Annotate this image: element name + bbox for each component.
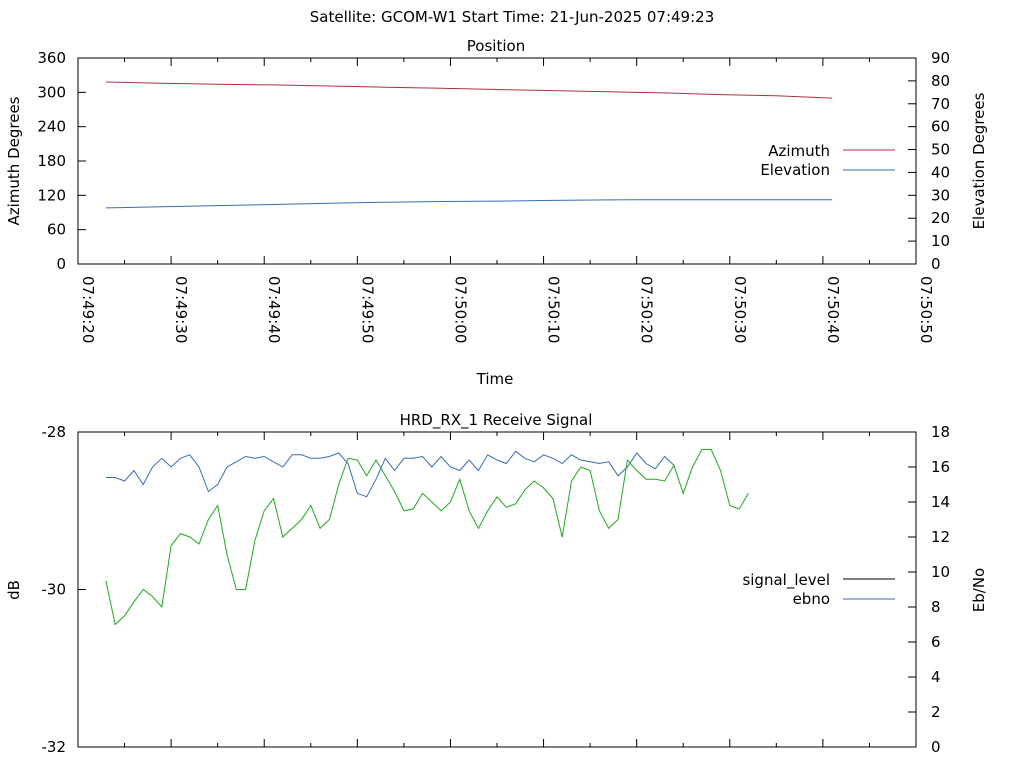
legend-label-ebno: ebno [793,590,830,608]
position-ytick-label: 60 [47,221,66,239]
position-series-line-azimuth [105,81,833,99]
position-chart: Position 07:49:20 07:49:30 07:49:40 07:49:5… [5,37,988,388]
position-y2tick-label: 40 [931,163,950,181]
position-y2tick-label: 90 [931,49,950,67]
chart-title: Satellite: GCOM-W1 Start Time: 21-Jun-20… [310,8,715,26]
signal-title: HRD_RX_1 Receive Signal [400,411,593,430]
signal-series [105,449,749,626]
position-xtick-label: 07:50:10 [545,276,563,343]
position-y2tick-label: 50 [931,141,950,159]
signal-legend: signal_level ebno [742,571,895,608]
signal-y2tick-label: 4 [931,668,941,686]
signal-series-line-ebno [105,450,675,498]
signal-y2tick-label: 10 [931,563,950,581]
signal-ytick-label: -28 [42,423,67,441]
legend-label-elevation: Elevation [760,161,830,179]
position-y2tick-label: 30 [931,186,950,204]
position-xtick-label: 07:49:30 [172,276,190,343]
signal-ticks: -32 -30 -28 0 2 4 6 8 10 12 14 16 18 [42,423,951,756]
signal-chart: HRD_RX_1 Receive Signal -32 -30 -28 0 2 4 6 8 10… [5,411,988,756]
position-y2tick-label: 70 [931,95,950,113]
position-xtick-label: 07:49:50 [358,276,376,343]
signal-y2tick-label: 8 [931,598,941,616]
position-ytick-label: 180 [37,152,66,170]
legend-label-azimuth: Azimuth [768,142,830,160]
position-xtick-label: 07:50:50 [917,276,935,343]
position-series-line-elevation [105,199,833,209]
position-y2tick-label: 10 [931,232,950,250]
position-xtick-label: 07:50:00 [451,276,469,343]
position-xtick-label: 07:50:30 [731,276,749,343]
position-y2label: Elevation Degrees [970,92,988,229]
signal-y2tick-label: 0 [931,738,941,756]
position-ytick-label: 240 [37,118,66,136]
position-xtick-label: 07:50:20 [638,276,656,343]
signal-ytick-label: -30 [42,581,67,599]
signal-y2tick-label: 16 [931,458,950,476]
position-y2tick-label: 80 [931,72,950,90]
position-y2tick-label: 60 [931,118,950,136]
signal-y2tick-label: 12 [931,528,950,546]
signal-series-line-series-2 [105,449,749,626]
signal-ytick-label: -32 [42,738,67,756]
signal-y2tick-label: 14 [931,493,950,511]
position-ytick-label: 360 [37,49,66,67]
position-ytick-label: 0 [56,255,66,273]
position-legend: Azimuth Elevation [760,142,895,179]
position-ticks: 07:49:20 07:49:30 07:49:40 07:49:50 07:50:00… [37,49,950,343]
position-xlabel: Time [476,370,514,388]
position-series [105,81,833,209]
position-ytick-label: 300 [37,83,66,101]
position-xtick-label: 07:50:40 [824,276,842,343]
signal-y2label: Eb/No [970,568,988,612]
position-y2tick-label: 0 [931,255,941,273]
position-ytick-label: 120 [37,186,66,204]
signal-y2tick-label: 2 [931,703,941,721]
signal-y2tick-label: 18 [931,423,950,441]
position-xtick-label: 07:49:40 [265,276,283,343]
signal-ylabel: dB [5,580,23,600]
position-y2tick-label: 20 [931,209,950,227]
signal-y2tick-label: 6 [931,633,941,651]
position-ylabel: Azimuth Degrees [5,96,23,225]
position-xtick-label: 07:49:20 [79,276,97,343]
legend-label-signal-level: signal_level [742,571,830,590]
position-title: Position [467,37,525,55]
